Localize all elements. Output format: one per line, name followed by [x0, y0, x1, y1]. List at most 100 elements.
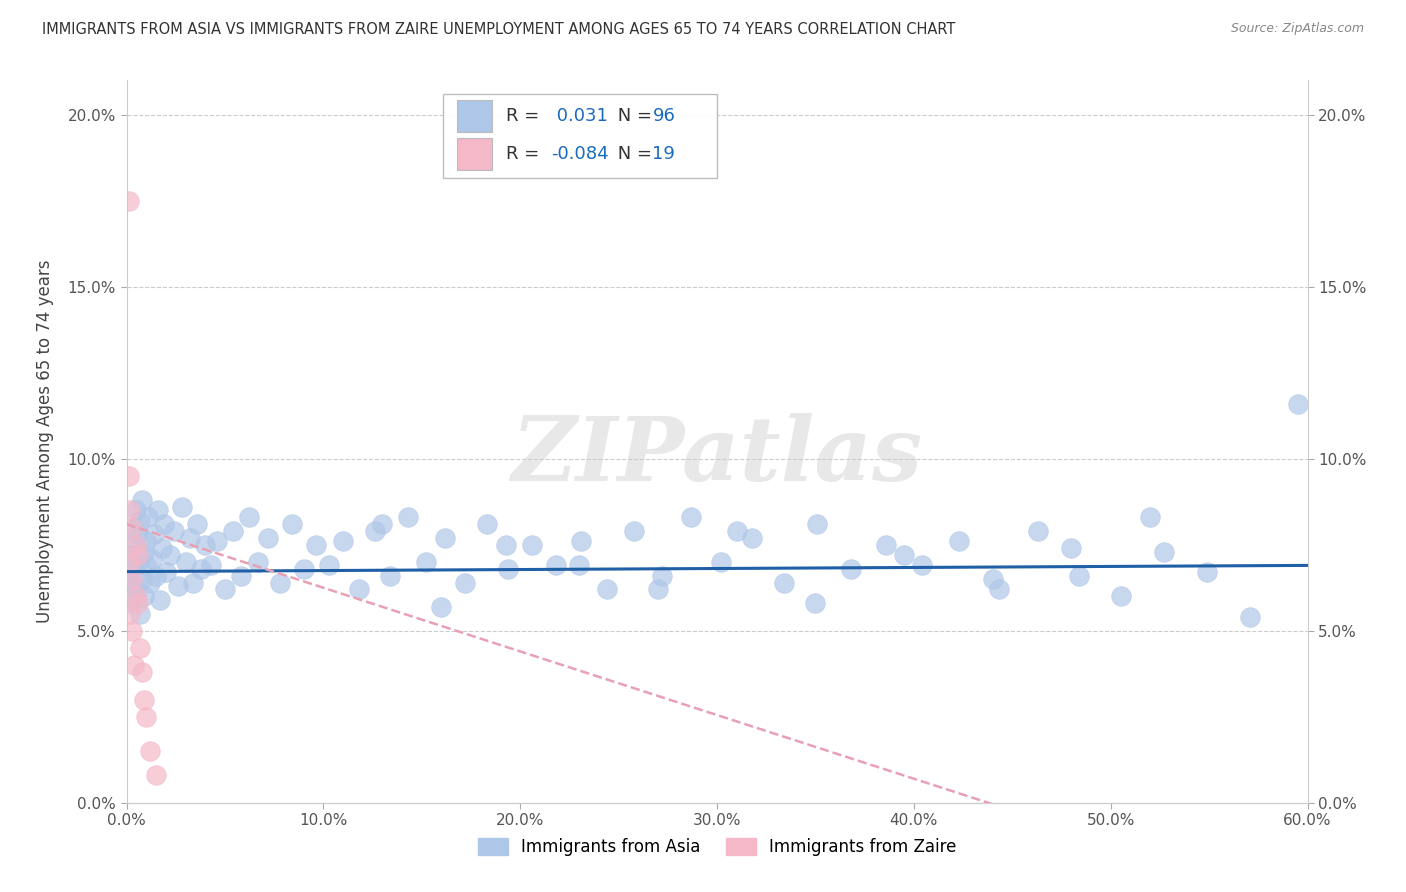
Point	[129, 640, 152, 655]
Point	[124, 538, 146, 552]
Point	[117, 572, 139, 586]
Text: 96: 96	[652, 107, 675, 125]
Text: R =: R =	[506, 107, 546, 125]
Point	[124, 658, 146, 673]
Point	[304, 538, 326, 552]
Point	[127, 527, 149, 541]
Point	[544, 558, 567, 573]
Point	[569, 534, 592, 549]
Point	[1069, 568, 1091, 582]
Text: ZIPatlas: ZIPatlas	[512, 413, 922, 500]
Point	[475, 517, 498, 532]
Point	[135, 558, 157, 573]
Point	[129, 607, 152, 621]
Point	[124, 562, 146, 576]
Point	[247, 555, 270, 569]
Point	[205, 534, 228, 549]
Point	[131, 493, 153, 508]
Point	[129, 514, 152, 528]
Point	[120, 503, 142, 517]
Point	[1197, 566, 1219, 580]
Point	[415, 555, 437, 569]
Point	[127, 596, 149, 610]
Point	[134, 692, 156, 706]
Point	[396, 510, 419, 524]
Text: 19: 19	[652, 145, 675, 163]
Point	[127, 555, 149, 569]
Point	[292, 562, 315, 576]
Point	[380, 568, 402, 582]
Point	[121, 520, 143, 534]
Point	[150, 541, 173, 556]
Point	[121, 520, 143, 534]
Point	[1026, 524, 1049, 538]
Point	[681, 510, 703, 524]
Point	[153, 517, 176, 532]
Point	[347, 582, 370, 597]
Point	[806, 517, 828, 532]
Point	[875, 538, 897, 552]
Point	[134, 544, 156, 558]
Point	[430, 599, 453, 614]
Point	[371, 517, 394, 532]
Point	[163, 524, 186, 538]
Text: N =: N =	[612, 145, 658, 163]
Point	[145, 768, 167, 782]
Point	[804, 596, 827, 610]
Point	[893, 548, 915, 562]
Point	[131, 665, 153, 679]
Point	[194, 538, 217, 552]
Point	[179, 531, 201, 545]
Point	[145, 568, 167, 582]
Point	[120, 596, 142, 610]
Point	[623, 524, 645, 538]
Text: 0.031: 0.031	[551, 107, 607, 125]
Point	[120, 555, 142, 569]
Point	[141, 551, 163, 566]
Point	[125, 590, 148, 604]
Point	[183, 575, 205, 590]
Point	[120, 548, 142, 562]
Point	[159, 548, 181, 562]
Point	[318, 558, 340, 573]
Point	[454, 575, 477, 590]
Text: -0.084: -0.084	[551, 145, 609, 163]
Point	[117, 469, 139, 483]
Point	[139, 744, 162, 758]
Point	[125, 538, 148, 552]
Point	[269, 575, 291, 590]
Point	[139, 575, 162, 590]
Point	[981, 572, 1004, 586]
Point	[647, 582, 669, 597]
Point	[121, 624, 143, 638]
Point	[741, 531, 763, 545]
Point	[135, 710, 157, 724]
Point	[257, 531, 280, 545]
Text: Source: ZipAtlas.com: Source: ZipAtlas.com	[1230, 22, 1364, 36]
Point	[987, 582, 1010, 597]
Point	[125, 590, 148, 604]
Point	[149, 592, 172, 607]
Point	[911, 558, 934, 573]
Point	[127, 548, 149, 562]
Point	[121, 579, 143, 593]
Point	[125, 503, 148, 517]
Point	[117, 194, 139, 208]
Point	[238, 510, 260, 524]
Point	[363, 524, 385, 538]
Legend: Immigrants from Asia, Immigrants from Zaire: Immigrants from Asia, Immigrants from Za…	[471, 831, 963, 863]
Point	[174, 555, 197, 569]
Point	[190, 562, 212, 576]
Point	[1239, 610, 1261, 624]
Point	[155, 566, 177, 580]
Point	[839, 562, 862, 576]
Point	[135, 534, 157, 549]
Point	[332, 534, 354, 549]
Point	[773, 575, 796, 590]
Point	[121, 572, 143, 586]
Point	[498, 562, 520, 576]
Point	[214, 582, 236, 597]
Point	[710, 555, 733, 569]
Point	[229, 568, 252, 582]
Text: IMMIGRANTS FROM ASIA VS IMMIGRANTS FROM ZAIRE UNEMPLOYMENT AMONG AGES 65 TO 74 Y: IMMIGRANTS FROM ASIA VS IMMIGRANTS FROM …	[42, 22, 956, 37]
